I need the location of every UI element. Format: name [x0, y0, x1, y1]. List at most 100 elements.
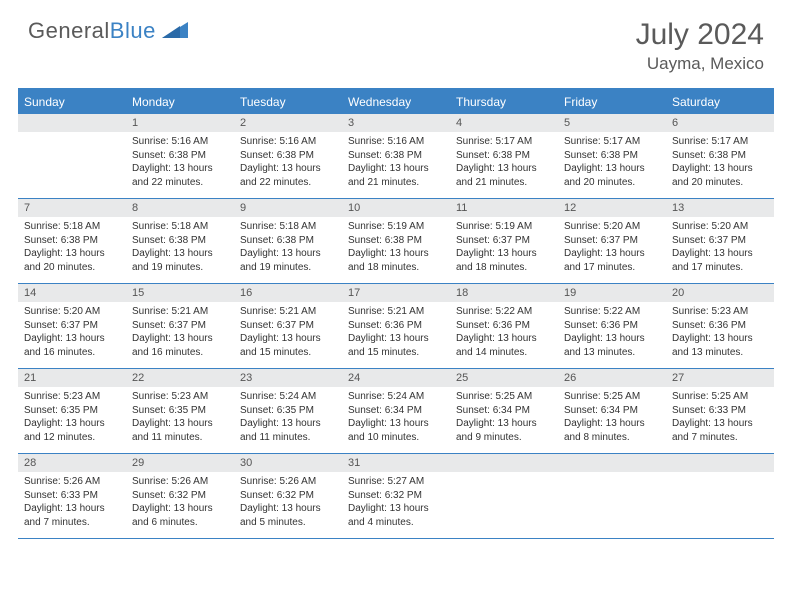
- day-number: 12: [558, 199, 666, 217]
- sunset-text: Sunset: 6:37 PM: [24, 319, 120, 333]
- sunrise-text: Sunrise: 5:23 AM: [132, 390, 228, 404]
- logo: GeneralBlue: [28, 18, 188, 44]
- day-number: 1: [126, 114, 234, 132]
- day-number: 2: [234, 114, 342, 132]
- sunset-text: Sunset: 6:38 PM: [240, 149, 336, 163]
- day-cell: 29Sunrise: 5:26 AMSunset: 6:32 PMDayligh…: [126, 454, 234, 538]
- weekday-header: Sunday Monday Tuesday Wednesday Thursday…: [18, 90, 774, 114]
- day-info: Sunrise: 5:25 AMSunset: 6:34 PMDaylight:…: [558, 387, 666, 450]
- day-cell: 11Sunrise: 5:19 AMSunset: 6:37 PMDayligh…: [450, 199, 558, 283]
- day-number: 29: [126, 454, 234, 472]
- daylight-text: Daylight: 13 hours and 13 minutes.: [564, 332, 660, 359]
- day-number: [450, 454, 558, 472]
- daylight-text: Daylight: 13 hours and 4 minutes.: [348, 502, 444, 529]
- sunset-text: Sunset: 6:38 PM: [348, 234, 444, 248]
- day-cell: 3Sunrise: 5:16 AMSunset: 6:38 PMDaylight…: [342, 114, 450, 198]
- day-cell: [18, 114, 126, 198]
- day-cell: 12Sunrise: 5:20 AMSunset: 6:37 PMDayligh…: [558, 199, 666, 283]
- daylight-text: Daylight: 13 hours and 16 minutes.: [132, 332, 228, 359]
- sunset-text: Sunset: 6:37 PM: [240, 319, 336, 333]
- daylight-text: Daylight: 13 hours and 20 minutes.: [672, 162, 768, 189]
- day-number: 9: [234, 199, 342, 217]
- sunset-text: Sunset: 6:38 PM: [24, 234, 120, 248]
- day-cell: 9Sunrise: 5:18 AMSunset: 6:38 PMDaylight…: [234, 199, 342, 283]
- day-number: [18, 114, 126, 132]
- day-cell: [450, 454, 558, 538]
- day-number: 26: [558, 369, 666, 387]
- weeks-container: 1Sunrise: 5:16 AMSunset: 6:38 PMDaylight…: [18, 114, 774, 539]
- header: GeneralBlue July 2024 Uayma, Mexico: [0, 0, 792, 80]
- day-number: 21: [18, 369, 126, 387]
- day-cell: 28Sunrise: 5:26 AMSunset: 6:33 PMDayligh…: [18, 454, 126, 538]
- day-info: Sunrise: 5:20 AMSunset: 6:37 PMDaylight:…: [558, 217, 666, 280]
- day-info: Sunrise: 5:25 AMSunset: 6:34 PMDaylight:…: [450, 387, 558, 450]
- day-info: Sunrise: 5:18 AMSunset: 6:38 PMDaylight:…: [234, 217, 342, 280]
- sunset-text: Sunset: 6:33 PM: [24, 489, 120, 503]
- day-number: 24: [342, 369, 450, 387]
- day-info: Sunrise: 5:21 AMSunset: 6:36 PMDaylight:…: [342, 302, 450, 365]
- sunset-text: Sunset: 6:34 PM: [564, 404, 660, 418]
- daylight-text: Daylight: 13 hours and 8 minutes.: [564, 417, 660, 444]
- sunrise-text: Sunrise: 5:21 AM: [348, 305, 444, 319]
- sunrise-text: Sunrise: 5:18 AM: [132, 220, 228, 234]
- day-info: Sunrise: 5:25 AMSunset: 6:33 PMDaylight:…: [666, 387, 774, 450]
- day-number: 13: [666, 199, 774, 217]
- day-info: Sunrise: 5:26 AMSunset: 6:33 PMDaylight:…: [18, 472, 126, 535]
- day-info: Sunrise: 5:17 AMSunset: 6:38 PMDaylight:…: [450, 132, 558, 195]
- daylight-text: Daylight: 13 hours and 6 minutes.: [132, 502, 228, 529]
- week-row: 7Sunrise: 5:18 AMSunset: 6:38 PMDaylight…: [18, 199, 774, 284]
- sunrise-text: Sunrise: 5:21 AM: [240, 305, 336, 319]
- week-row: 21Sunrise: 5:23 AMSunset: 6:35 PMDayligh…: [18, 369, 774, 454]
- weekday-monday: Monday: [126, 90, 234, 114]
- title-block: July 2024 Uayma, Mexico: [636, 18, 764, 74]
- sunset-text: Sunset: 6:38 PM: [348, 149, 444, 163]
- sunrise-text: Sunrise: 5:25 AM: [564, 390, 660, 404]
- sunset-text: Sunset: 6:38 PM: [132, 234, 228, 248]
- sunrise-text: Sunrise: 5:22 AM: [456, 305, 552, 319]
- day-cell: 5Sunrise: 5:17 AMSunset: 6:38 PMDaylight…: [558, 114, 666, 198]
- day-number: 16: [234, 284, 342, 302]
- calendar: Sunday Monday Tuesday Wednesday Thursday…: [18, 88, 774, 539]
- day-number: 17: [342, 284, 450, 302]
- sunrise-text: Sunrise: 5:20 AM: [564, 220, 660, 234]
- day-cell: 2Sunrise: 5:16 AMSunset: 6:38 PMDaylight…: [234, 114, 342, 198]
- sunrise-text: Sunrise: 5:20 AM: [24, 305, 120, 319]
- day-number: 14: [18, 284, 126, 302]
- daylight-text: Daylight: 13 hours and 17 minutes.: [672, 247, 768, 274]
- sunrise-text: Sunrise: 5:16 AM: [132, 135, 228, 149]
- sunrise-text: Sunrise: 5:21 AM: [132, 305, 228, 319]
- sunset-text: Sunset: 6:36 PM: [672, 319, 768, 333]
- sunset-text: Sunset: 6:35 PM: [24, 404, 120, 418]
- day-cell: 18Sunrise: 5:22 AMSunset: 6:36 PMDayligh…: [450, 284, 558, 368]
- daylight-text: Daylight: 13 hours and 21 minutes.: [348, 162, 444, 189]
- day-cell: [558, 454, 666, 538]
- weekday-wednesday: Wednesday: [342, 90, 450, 114]
- sunset-text: Sunset: 6:38 PM: [132, 149, 228, 163]
- day-cell: 6Sunrise: 5:17 AMSunset: 6:38 PMDaylight…: [666, 114, 774, 198]
- sunrise-text: Sunrise: 5:20 AM: [672, 220, 768, 234]
- day-cell: 14Sunrise: 5:20 AMSunset: 6:37 PMDayligh…: [18, 284, 126, 368]
- day-number: 19: [558, 284, 666, 302]
- day-number: [558, 454, 666, 472]
- week-row: 1Sunrise: 5:16 AMSunset: 6:38 PMDaylight…: [18, 114, 774, 199]
- day-info: Sunrise: 5:20 AMSunset: 6:37 PMDaylight:…: [666, 217, 774, 280]
- sunrise-text: Sunrise: 5:22 AM: [564, 305, 660, 319]
- day-cell: 21Sunrise: 5:23 AMSunset: 6:35 PMDayligh…: [18, 369, 126, 453]
- sunrise-text: Sunrise: 5:23 AM: [672, 305, 768, 319]
- daylight-text: Daylight: 13 hours and 15 minutes.: [348, 332, 444, 359]
- day-cell: [666, 454, 774, 538]
- day-number: 30: [234, 454, 342, 472]
- sunset-text: Sunset: 6:37 PM: [672, 234, 768, 248]
- daylight-text: Daylight: 13 hours and 7 minutes.: [672, 417, 768, 444]
- daylight-text: Daylight: 13 hours and 9 minutes.: [456, 417, 552, 444]
- sunset-text: Sunset: 6:36 PM: [456, 319, 552, 333]
- sunset-text: Sunset: 6:34 PM: [348, 404, 444, 418]
- sunset-text: Sunset: 6:36 PM: [564, 319, 660, 333]
- sunrise-text: Sunrise: 5:25 AM: [672, 390, 768, 404]
- sunset-text: Sunset: 6:32 PM: [132, 489, 228, 503]
- sunset-text: Sunset: 6:35 PM: [132, 404, 228, 418]
- sunset-text: Sunset: 6:37 PM: [456, 234, 552, 248]
- day-info: Sunrise: 5:16 AMSunset: 6:38 PMDaylight:…: [234, 132, 342, 195]
- day-cell: 26Sunrise: 5:25 AMSunset: 6:34 PMDayligh…: [558, 369, 666, 453]
- day-cell: 22Sunrise: 5:23 AMSunset: 6:35 PMDayligh…: [126, 369, 234, 453]
